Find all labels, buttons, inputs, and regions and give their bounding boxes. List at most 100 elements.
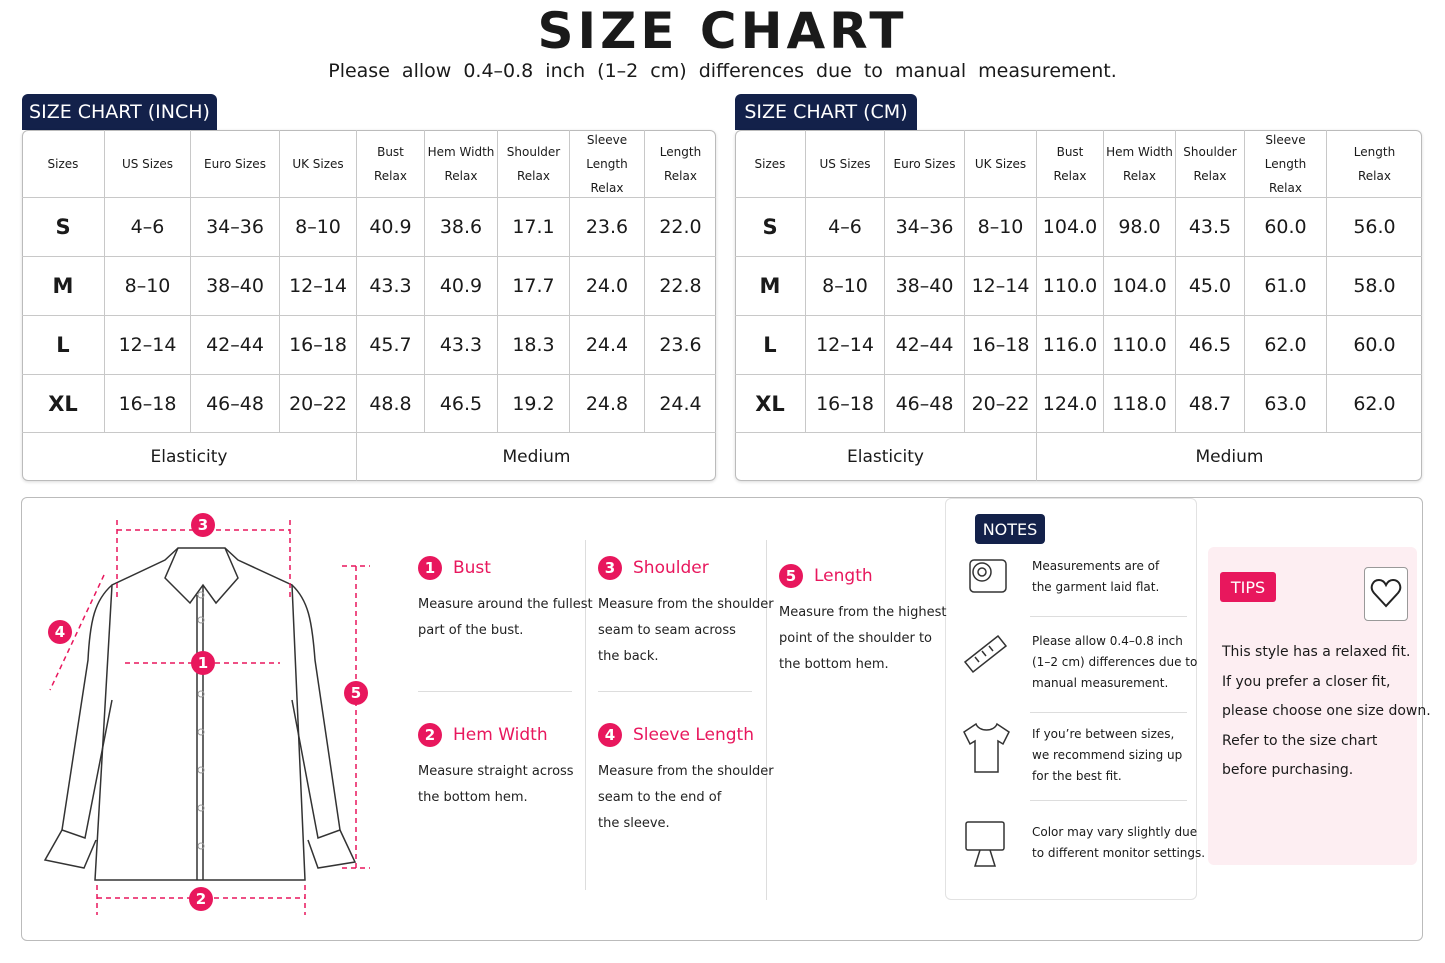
table-cell: 22.0	[645, 198, 716, 257]
table-frame	[22, 130, 716, 481]
measure-text: part of the bust.	[418, 623, 524, 638]
header-text: Euro Sizes	[204, 156, 266, 171]
table-cell: 22.8	[645, 257, 716, 316]
header-cell: Hem Width Relax	[425, 130, 498, 198]
table-cell: 24.0	[570, 257, 645, 316]
table-cell: 38–40	[885, 257, 965, 316]
footer-cell: Elasticity	[735, 433, 1037, 481]
header-text: Sleeve Length	[586, 132, 628, 171]
table-cell: 43.3	[357, 257, 425, 316]
note-text: Measurements are of	[1032, 559, 1160, 573]
diagram-marker: 5	[344, 681, 368, 705]
header-text: Relax	[664, 168, 697, 183]
header-cell: Shoulder Relax	[498, 130, 570, 198]
number-badge: 2	[418, 723, 442, 747]
header-cell: Shoulder Relax	[1176, 130, 1245, 198]
table-cell: 43.5	[1176, 198, 1245, 257]
measure-text: the back.	[598, 649, 659, 664]
table-cell: 8–10	[965, 198, 1037, 257]
table-cell: 43.3	[425, 316, 498, 375]
table-cell: 58.0	[1327, 257, 1422, 316]
measure-title: Length	[814, 566, 873, 586]
table-cell: 124.0	[1037, 375, 1104, 433]
note-text: the garment laid flat.	[1032, 580, 1160, 594]
table-frame	[735, 130, 1422, 481]
table-cell: 45.7	[357, 316, 425, 375]
measure-text: Measure from the shoulder	[598, 597, 774, 612]
note-text: for the best fit.	[1032, 769, 1122, 783]
note-text: we recommend sizing up	[1032, 748, 1183, 762]
table-cell: 40.9	[425, 257, 498, 316]
table-cell: 60.0	[1327, 316, 1422, 375]
measure-text: Measure from the shoulder	[598, 764, 774, 779]
table-cell: 60.0	[1245, 198, 1327, 257]
diagram-marker: 3	[191, 513, 215, 537]
header-cell: Sizes	[22, 130, 105, 198]
header-text: Length	[659, 144, 702, 159]
title: SIZE CHART	[537, 2, 908, 60]
header-text: Relax	[1269, 180, 1302, 195]
table-cell: 12–14	[105, 316, 191, 375]
table-cell: 56.0	[1327, 198, 1422, 257]
header-cell: UK Sizes	[965, 130, 1037, 198]
table-cell: 16–18	[965, 316, 1037, 375]
measure-title: Sleeve Length	[633, 725, 754, 745]
table-cell: 104.0	[1104, 257, 1176, 316]
header-cell: Length Relax	[1327, 130, 1422, 198]
table-cell: 61.0	[1245, 257, 1327, 316]
measure-text: seam to the end of	[598, 790, 722, 805]
table-cell: 118.0	[1104, 375, 1176, 433]
divider	[598, 691, 752, 692]
header-text: Sizes	[47, 156, 79, 171]
dimension-lines	[49, 520, 370, 915]
heart-icon[interactable]	[1364, 567, 1408, 621]
divider	[1030, 800, 1187, 801]
measure-text: the sleeve.	[598, 816, 670, 831]
number-badge: 1	[418, 556, 442, 580]
table-cell: 17.7	[498, 257, 570, 316]
header-text: Relax	[1358, 168, 1391, 183]
table-cell: XL	[22, 375, 105, 433]
header-cell: Sleeve Length Relax	[570, 130, 645, 198]
table-cell: 46.5	[425, 375, 498, 433]
divider	[1030, 616, 1187, 617]
header-text: Bust	[1056, 144, 1084, 159]
buttons	[197, 591, 205, 850]
table-cell: XL	[735, 375, 806, 433]
table-cell: 16–18	[280, 316, 357, 375]
table-cell: 19.2	[498, 375, 570, 433]
table-cell: 62.0	[1327, 375, 1422, 433]
divider	[1030, 712, 1187, 713]
table-cell: 42–44	[191, 316, 280, 375]
tips-label: TIPS	[1220, 572, 1276, 602]
note-text: If you’re between sizes,	[1032, 727, 1175, 741]
header-text: Hem Width	[1106, 144, 1173, 159]
table-cell: 34–36	[191, 198, 280, 257]
divider	[766, 540, 767, 900]
tips-text: Refer to the size chart	[1222, 732, 1378, 749]
header-text: US Sizes	[819, 156, 871, 171]
diagram-marker: 2	[189, 887, 213, 911]
tips-text: If you prefer a closer fit,	[1222, 673, 1391, 690]
divider	[418, 691, 572, 692]
header-text: Relax	[374, 168, 407, 183]
header-text: US Sizes	[121, 156, 174, 171]
header-text: Relax	[1123, 168, 1156, 183]
number-badge: 4	[598, 723, 622, 747]
table-cell: 40.9	[357, 198, 425, 257]
header-text: Hem Width	[427, 144, 495, 159]
guide-panel	[21, 497, 1423, 941]
measure-text: the bottom hem.	[779, 657, 889, 672]
table-cell: 12–14	[806, 316, 885, 375]
header-text: Relax	[517, 168, 550, 183]
footer-cell: Elasticity	[22, 433, 357, 481]
header-cell: Euro Sizes	[885, 130, 965, 198]
notes-panel	[945, 498, 1197, 900]
measure-title: Hem Width	[453, 725, 548, 745]
header-text: Shoulder	[506, 144, 561, 159]
number-badge: 5	[779, 564, 803, 588]
diagram-marker: 1	[191, 651, 215, 675]
measure-text: seam to seam across	[598, 623, 736, 638]
heart	[1370, 578, 1402, 608]
